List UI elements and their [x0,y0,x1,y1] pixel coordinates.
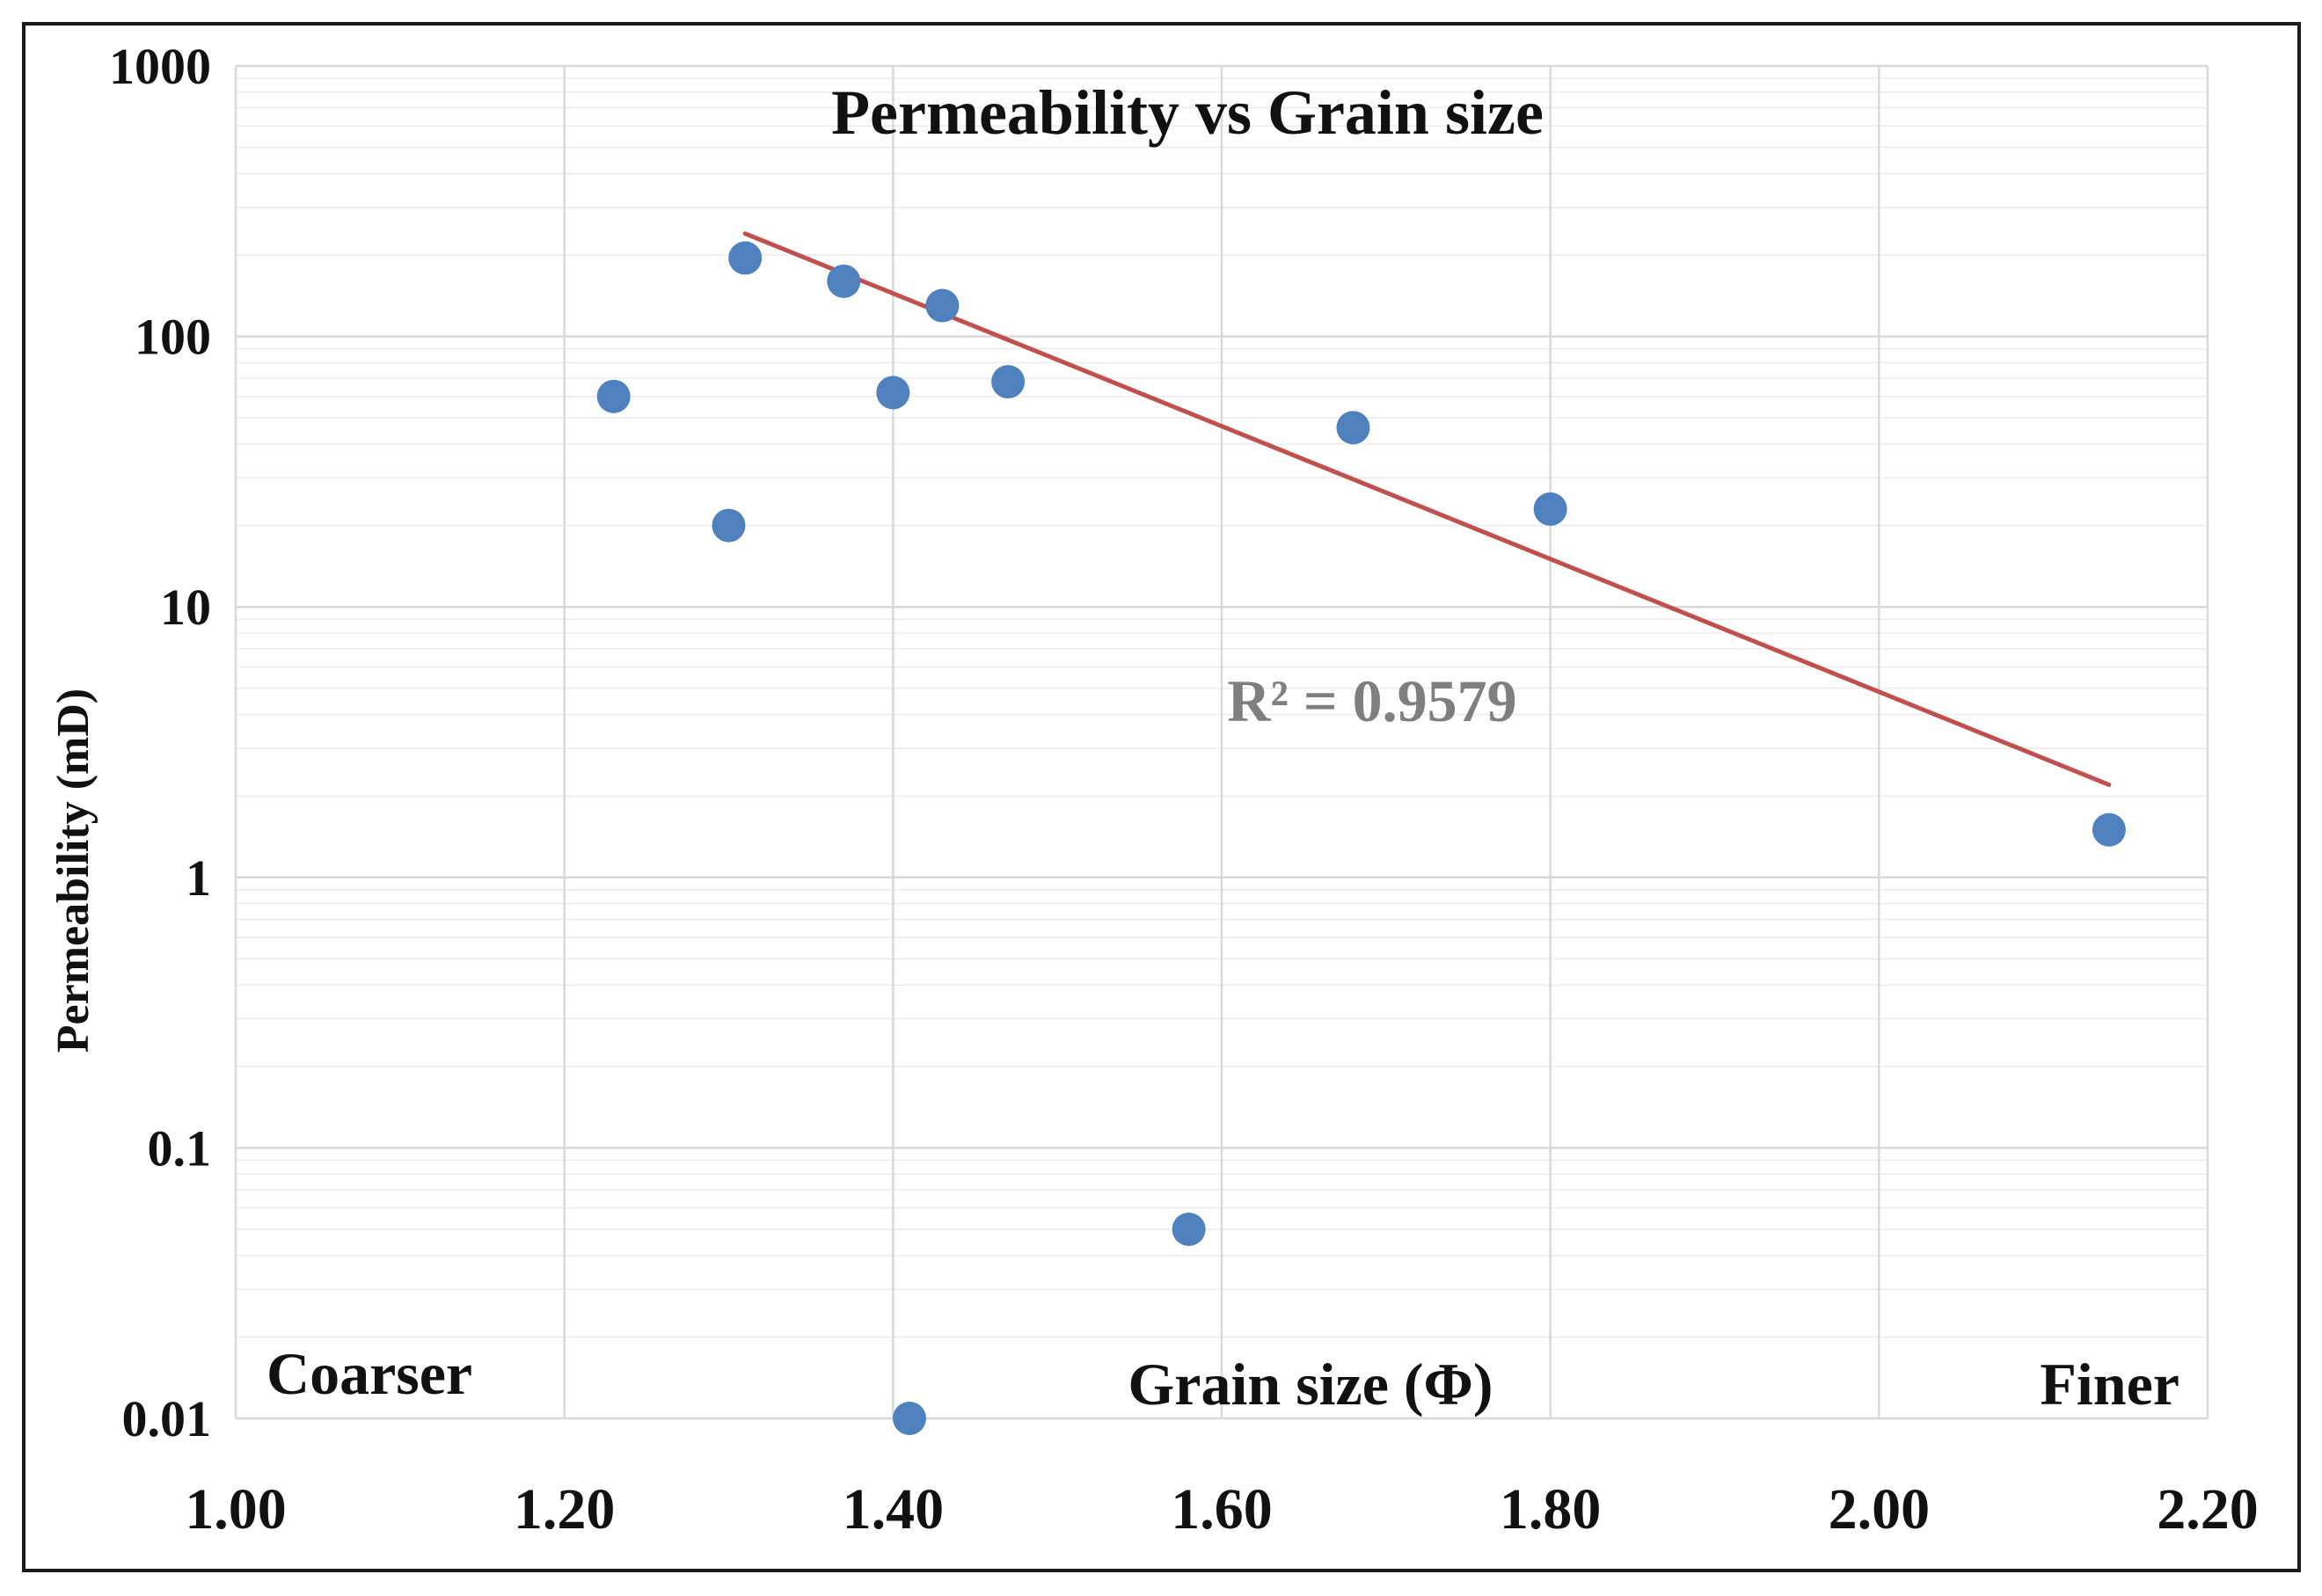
data-point [827,264,861,298]
x-tick-label: 2.20 [2157,1477,2259,1541]
y-tick-label: 10 [160,579,211,636]
x-axis-label: Grain size (Φ) [1128,1351,1493,1417]
x-tick-label: 1.20 [514,1477,616,1541]
data-point [1336,411,1370,445]
r-squared-label: R² = 0.9579 [1227,667,1516,734]
data-point [1172,1212,1206,1246]
data-point [2092,813,2126,847]
major-gridlines [234,64,2209,1420]
y-tick-label: 0.01 [122,1390,212,1447]
coarser-label: Coarser [267,1340,472,1407]
chart-labels: Permeability vs Grain size Permeability … [48,77,2180,1417]
trendline [742,231,2112,787]
y-tick-label: 100 [135,309,211,366]
data-point [1533,492,1567,526]
data-point [728,241,763,275]
y-axis-label: Permeability (mD) [48,689,99,1053]
data-point [925,288,960,323]
data-point [876,375,910,410]
data-point [991,365,1026,399]
data-point [712,508,746,543]
y-tick-label: 1 [186,849,211,907]
finer-label: Finer [2040,1351,2180,1417]
y-tick-label: 0.1 [148,1119,212,1177]
x-tick-label: 1.00 [185,1477,287,1541]
trendline-group [742,231,2112,787]
y-tick-label: 1000 [109,38,211,95]
data-points [596,241,2126,1435]
x-tick-label: 1.40 [843,1477,945,1541]
x-tick-label: 1.80 [1500,1477,1602,1541]
chart-title: Permeability vs Grain size [831,77,1544,148]
data-point [596,379,631,413]
chart-frame [22,22,2301,1572]
axes: 0.01 0.1 1 10 100 1000 1.00 1.20 1.40 1.60 1.80 2.0… [109,38,2259,1541]
x-tick-label: 2.00 [1829,1477,1931,1541]
data-point [893,1402,927,1435]
x-tick-label: 1.60 [1171,1477,1273,1541]
